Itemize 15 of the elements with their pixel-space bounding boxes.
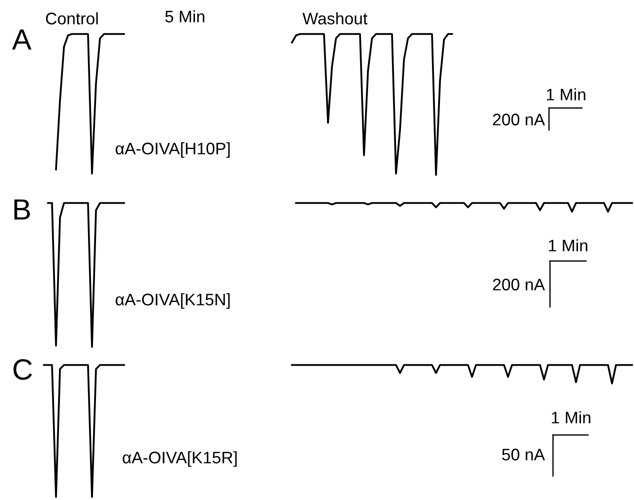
annotation: 200 nA [493, 114, 545, 126]
annotation: 1 Min [546, 88, 586, 100]
text: Control [46, 12, 98, 24]
text: Washout [302, 12, 368, 24]
annotation: 1 Min [548, 239, 588, 252]
annotation: 50 nA [502, 448, 545, 460]
chart-title: C [13, 359, 32, 380]
annotation: αA-OIVA[K15N] [116, 293, 230, 309]
chart-title: A [12, 29, 32, 50]
annotation: 1 Min [552, 411, 590, 424]
annotation: 200 nA [493, 278, 545, 290]
annotation: αA-OIVA[H10P] [116, 142, 230, 158]
chart-title: B [14, 199, 30, 220]
annotation: αA-OIVA[K15R] [122, 451, 237, 467]
text: 5 Min [165, 10, 204, 22]
